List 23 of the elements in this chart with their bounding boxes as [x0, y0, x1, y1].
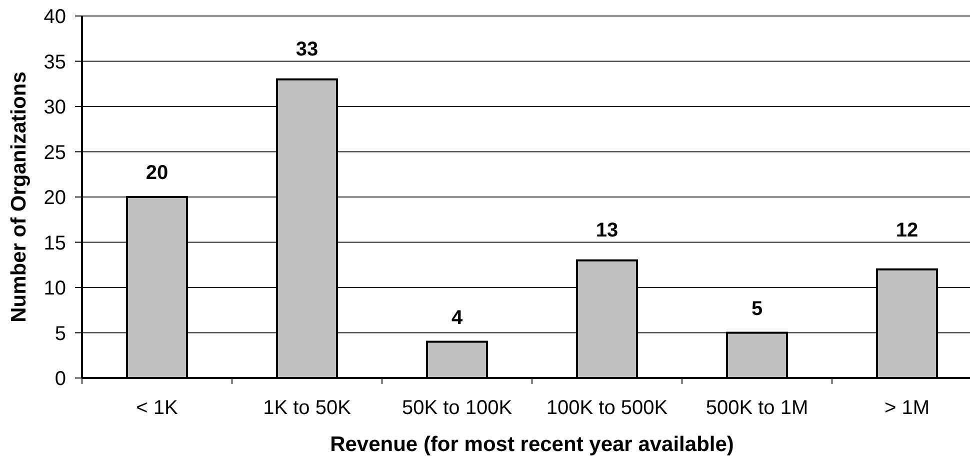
y-tick-label: 5	[54, 322, 66, 345]
y-tick-label: 30	[44, 96, 66, 119]
y-tick-label: 0	[54, 368, 66, 390]
data-label: 5	[751, 298, 763, 320]
y-tick-label: 40	[44, 6, 66, 28]
y-tick-label: 25	[44, 142, 66, 164]
x-tick-label: > 1M	[884, 397, 930, 419]
y-axis-title: Number of Organizations	[8, 72, 30, 322]
data-label: 13	[596, 219, 618, 242]
data-label: 33	[296, 38, 318, 60]
x-tick-label: < 1K	[136, 397, 179, 419]
y-tick-label: 20	[44, 187, 66, 210]
data-label: 12	[896, 219, 918, 242]
y-tick-label: 10	[44, 278, 66, 300]
x-tick-label: 1K to 50K	[263, 397, 352, 419]
y-tick-label: 35	[44, 51, 66, 74]
x-tick-label: 500K to 1M	[706, 397, 808, 419]
y-tick-label: 15	[44, 232, 66, 254]
data-label: 20	[146, 162, 168, 184]
x-axis-title: Revenue (for most recent year available)	[330, 433, 734, 456]
x-tick-label: 50K to 100K	[402, 397, 513, 419]
x-tick-label: 100K to 500K	[546, 397, 668, 419]
data-label: 4	[451, 306, 464, 329]
